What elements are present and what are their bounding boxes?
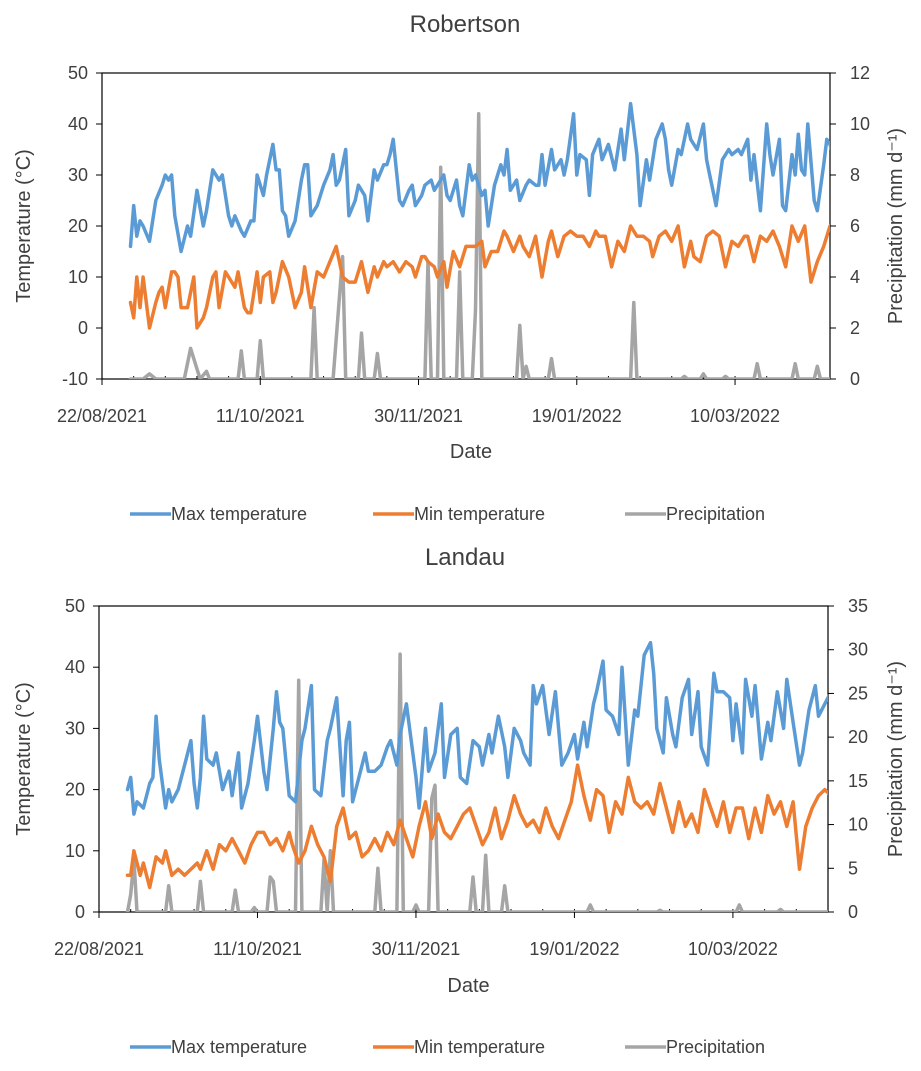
y-left-tick-label: 20 [68,216,88,236]
y-right-axis-title: Precipitation (mm d⁻¹) [885,661,907,857]
y-right-tick-label: 30 [848,640,868,660]
y-left-tick-label: 30 [68,165,88,185]
y-left-axis-title: Temperature (°C) [13,682,35,836]
legend-label: Min temperature [414,1037,545,1057]
y-left-axis-title: Temperature (°C) [13,149,35,303]
chart-title: Robertson [410,11,521,38]
y-left-tick-label: 40 [65,657,85,677]
y-right-tick-label: 8 [850,165,860,185]
y-left-tick-label: 0 [78,318,88,338]
y-right-tick-label: 10 [850,114,870,134]
x-tick-label: 19/01/2022 [532,406,622,426]
series-group [128,643,921,912]
y-right-tick-label: 20 [848,727,868,747]
y-right-tick-label: 25 [848,683,868,703]
x-tick-label: 10/03/2022 [688,939,778,959]
y-right-tick-label: 0 [848,902,858,922]
y-right-tick-label: 10 [848,815,868,835]
y-left-tick-label: -10 [62,369,88,389]
y-right-tick-label: 2 [850,318,860,338]
y-right-tick-label: 6 [850,216,860,236]
y-left-tick-label: 10 [68,267,88,287]
y-left-tick-label: 50 [65,596,85,616]
y-right-tick-label: 4 [850,267,860,287]
y-left-tick-label: 40 [68,114,88,134]
y-right-tick-label: 12 [850,63,870,83]
x-tick-label: 30/11/2021 [372,939,461,959]
chart-panel-1: Robertson50403020100-1012108642022/08/20… [13,11,916,524]
series-line-precipitation [128,654,860,912]
y-right-tick-label: 15 [848,771,868,791]
legend-label: Max temperature [171,504,307,524]
series-group [131,104,916,379]
x-tick-label: 19/01/2022 [529,939,619,959]
y-right-tick-label: 5 [848,858,858,878]
x-tick-label: 22/08/2021 [57,406,147,426]
y-right-tick-label: 0 [850,369,860,389]
y-left-tick-label: 50 [68,63,88,83]
y-left-tick-label: 0 [75,902,85,922]
series-line-min-temperature [131,226,872,328]
plot-frame [102,73,830,379]
chart-panel-2: Landau504030201003530252015105022/08/202… [13,544,921,1057]
x-tick-label: 11/10/2021 [216,406,305,426]
x-tick-label: 11/10/2021 [213,939,302,959]
y-left-tick-label: 20 [65,780,85,800]
x-tick-label: 10/03/2022 [690,406,780,426]
legend-label: Min temperature [414,504,545,524]
y-left-tick-label: 30 [65,718,85,738]
x-tick-label: 22/08/2021 [54,939,144,959]
legend-label: Max temperature [171,1037,307,1057]
chart-title: Landau [425,544,505,571]
x-tick-label: 30/11/2021 [374,406,463,426]
series-line-max-temperature [128,643,921,814]
series-line-max-temperature [131,104,872,252]
legend-label: Precipitation [666,1037,765,1057]
y-right-axis-title: Precipitation (mm d⁻¹) [885,128,907,324]
y-right-tick-label: 35 [848,596,868,616]
x-axis-title: Date [447,975,489,997]
x-axis-title: Date [450,441,492,463]
y-left-tick-label: 10 [65,841,85,861]
legend-label: Precipitation [666,504,765,524]
